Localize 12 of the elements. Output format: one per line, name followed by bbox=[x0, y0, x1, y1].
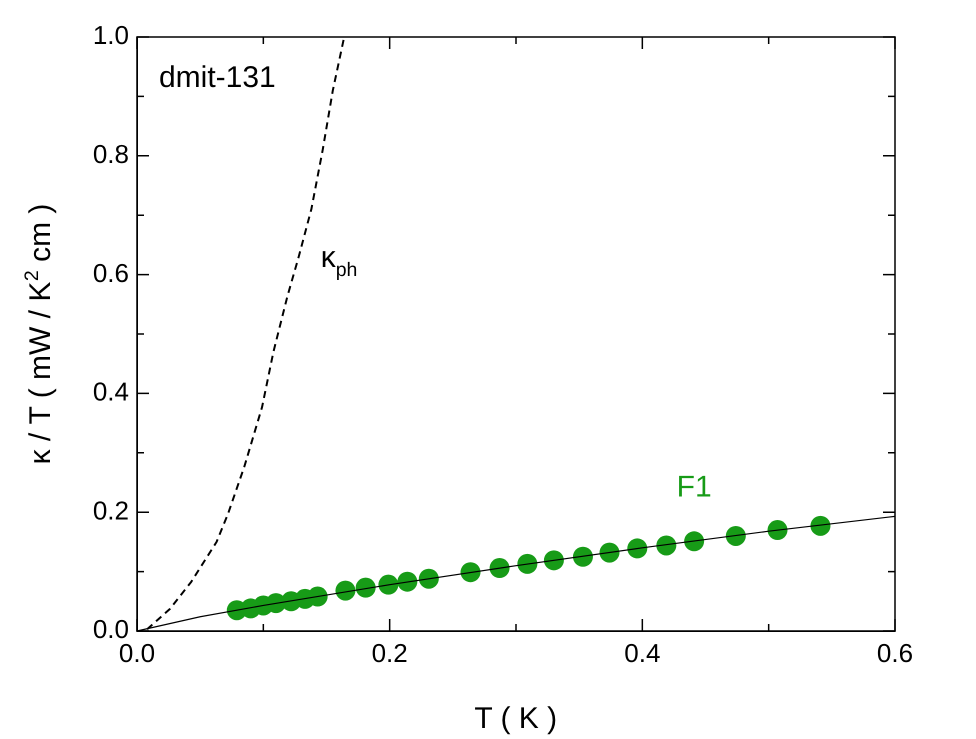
x-axis-title: T ( K ) bbox=[474, 702, 558, 735]
y-tick-label: 0.4 bbox=[92, 376, 129, 407]
y-tick-label: 0.2 bbox=[92, 495, 129, 526]
y-tick-label: 0.8 bbox=[92, 138, 129, 169]
x-tick-label: 0.2 bbox=[372, 638, 408, 668]
y-tick-label: 0.6 bbox=[92, 258, 129, 288]
y-axis-title: κ / T ( mW / K2 cm ) bbox=[21, 204, 57, 464]
y-tick-label: 1.0 bbox=[92, 20, 129, 50]
annotation: dmit-131 bbox=[159, 61, 276, 94]
x-tick-label: 0.6 bbox=[876, 638, 914, 668]
x-tick-label: 0.4 bbox=[624, 638, 660, 668]
series-label: F1 bbox=[676, 470, 712, 504]
